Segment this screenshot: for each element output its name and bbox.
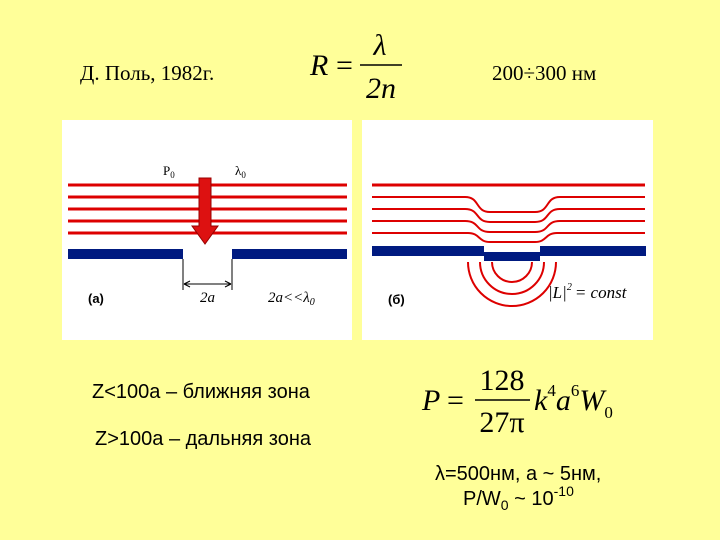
subscript: 0 xyxy=(241,170,246,180)
wave-line xyxy=(372,220,645,233)
panel-b: (б) |L|2 = const xyxy=(362,120,653,340)
panel-tag: (а) xyxy=(88,291,104,306)
label: λ xyxy=(235,163,242,178)
panel-a: P0 λ0 (а) 2a 2a<<λ0 xyxy=(62,120,352,340)
screen-left xyxy=(372,246,484,256)
subscript: 0 xyxy=(604,403,613,422)
label: 2a<<λ xyxy=(268,290,310,306)
superscript: -10 xyxy=(554,483,574,499)
wavelength-label: λ0 xyxy=(235,163,246,180)
author: Д. Поль, 1982г. xyxy=(80,61,214,85)
panel-bg xyxy=(362,120,653,340)
formula-den: 2n xyxy=(366,72,396,105)
factor: W xyxy=(579,384,607,417)
formula-p: P = 128 27π k4a6W0 xyxy=(421,364,613,439)
screen-right xyxy=(232,249,347,259)
formula-lhs: R xyxy=(309,49,328,82)
wave-line xyxy=(372,232,645,243)
wave-line xyxy=(372,196,645,213)
near-field-arc xyxy=(479,261,545,295)
label: ~ 10 xyxy=(509,488,554,510)
formula-lhs: P xyxy=(421,384,440,417)
formula-num: λ xyxy=(373,29,387,62)
formula-eq: = xyxy=(447,384,464,417)
formula-eq: = xyxy=(336,49,353,82)
screen-right xyxy=(540,246,646,256)
screen-left xyxy=(68,249,183,259)
range: 200÷300 нм xyxy=(492,61,596,85)
superscript: 2 xyxy=(567,282,572,293)
label: P/W xyxy=(463,488,501,510)
estimate-ratio: P/W0 ~ 10-10 xyxy=(463,483,574,513)
wavefronts xyxy=(372,183,645,307)
label: P xyxy=(163,163,170,178)
zone-far: Z>100a – дальняя зона xyxy=(95,428,312,450)
formula-num: 128 xyxy=(480,364,525,397)
condition-label: 2a<<λ0 xyxy=(268,290,315,308)
aperture-label: 2a xyxy=(200,290,215,306)
zone-near: Z<100a – ближняя зона xyxy=(92,381,311,403)
subscript: 0 xyxy=(501,497,509,513)
label: |L| xyxy=(548,283,567,302)
exponent: 4 xyxy=(547,381,556,400)
near-field-arc xyxy=(467,261,557,307)
subscript: 0 xyxy=(310,297,315,308)
arrow xyxy=(191,177,219,245)
power-label: P0 xyxy=(163,163,175,180)
formula-factors: k4a6W0 xyxy=(534,381,613,422)
factor: k xyxy=(534,384,548,417)
label: = const xyxy=(575,283,628,302)
dim-arrow xyxy=(183,280,232,288)
const-label: |L|2 = const xyxy=(548,282,628,302)
estimate-line: λ=500нм, a ~ 5нм, xyxy=(435,463,601,485)
exponent: 6 xyxy=(571,381,580,400)
screen-notch xyxy=(484,252,540,261)
subscript: 0 xyxy=(170,170,175,180)
panel-tag: (б) xyxy=(388,292,405,307)
factor: a xyxy=(556,384,571,417)
formula-r: R = λ 2n xyxy=(309,29,402,105)
formula-den: 27π xyxy=(479,406,524,439)
wave-line xyxy=(372,208,645,223)
near-field-arc xyxy=(491,261,533,283)
